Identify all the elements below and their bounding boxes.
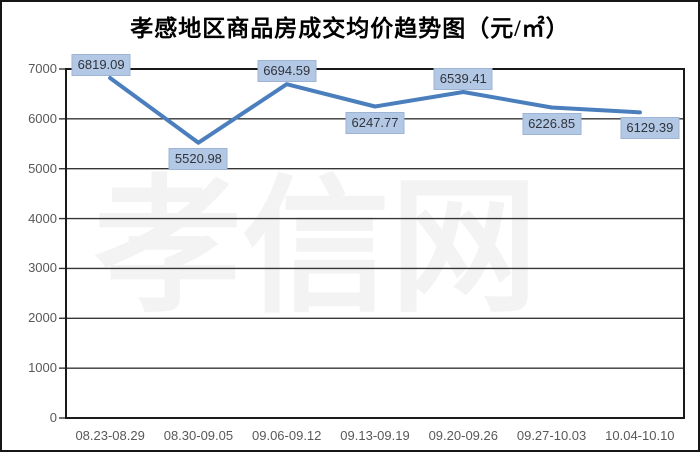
data-label: 6539.41 [433,67,493,90]
data-label: 6226.85 [522,112,582,135]
x-tick-label: 09.13-09.19 [340,428,410,443]
y-tick-label: 6000 [28,110,57,126]
chart-title: 孝感地区商品房成交均价趋势图（元/㎡） [130,16,570,41]
watermark-text: 孝信网 [94,165,538,330]
x-tick-label: 09.27-10.03 [516,428,587,443]
x-tick-label: 08.23-08.29 [75,428,145,443]
plot-border [65,68,685,419]
y-tick-label: 4000 [28,210,57,226]
y-tick-label: 5000 [28,160,57,176]
data-label: 6819.09 [71,54,131,77]
data-label: 6694.59 [257,60,317,83]
x-tick-label: 08.30-09.05 [163,428,234,443]
x-tick-label: 09.06-09.12 [252,428,322,443]
x-tick-label: 09.20-09.26 [428,428,498,443]
data-label: 5520.98 [168,147,228,170]
y-tick-label: 1000 [28,360,57,376]
y-tick-label: 3000 [28,260,57,276]
x-tick-label: 10.04-10.10 [605,428,675,443]
y-tick-label: 0 [49,410,57,425]
trend-line [108,76,642,145]
y-tick-label: 7000 [28,61,57,76]
data-label: 6247.77 [345,111,405,134]
data-label: 6129.39 [620,117,680,140]
y-tick-label: 2000 [28,310,57,326]
